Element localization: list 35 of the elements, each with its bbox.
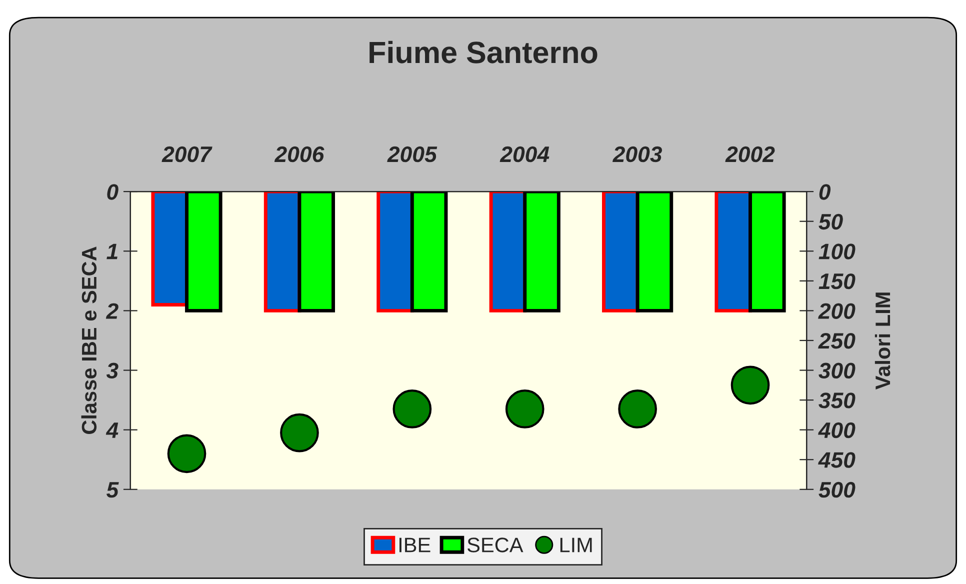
point <box>618 390 657 428</box>
legend-label: LIM <box>560 538 592 552</box>
y2-tick-label: 100 <box>818 244 856 260</box>
y2-tick-label: 250 <box>818 333 856 349</box>
y-tick-label: 1 <box>106 244 118 260</box>
point <box>730 366 770 405</box>
point <box>167 434 206 474</box>
x-tick-label: 2004 <box>500 146 550 162</box>
x-tick-label: 2006 <box>274 146 324 162</box>
y-tick-label: 3 <box>106 362 118 379</box>
y2-tick-label: 200 <box>818 303 856 319</box>
y2-tick-label: 400 <box>818 422 856 438</box>
legend-label: SECA <box>468 538 524 552</box>
y2-tick-label: 450 <box>818 452 856 468</box>
y-tick-label: 5 <box>106 482 119 498</box>
y-tick-label: 2 <box>106 303 118 319</box>
y2-axis-title: Valori LIM <box>874 292 890 390</box>
point <box>505 390 544 428</box>
legend-label: IBE <box>399 538 430 552</box>
y-tick-label: 0 <box>107 184 118 200</box>
point <box>392 390 432 428</box>
x-tick-label: 2007 <box>162 146 212 162</box>
y2-tick-label: 300 <box>818 362 856 379</box>
y2-tick-label: 500 <box>818 482 856 498</box>
y2-tick-label: 150 <box>818 273 856 290</box>
y2-tick-label: 350 <box>818 392 856 408</box>
point <box>280 413 319 452</box>
x-tick-label: 2003 <box>612 146 662 162</box>
x-tick-label: 2005 <box>387 146 438 162</box>
y-axis-title: Classe IBE e SECA <box>81 246 97 434</box>
y2-tick-label: 50 <box>818 214 843 230</box>
y-tick-label: 4 <box>106 422 118 438</box>
chart-title: Fiume Santerno <box>370 40 598 64</box>
x-tick-label: 2002 <box>725 146 775 162</box>
y2-tick-label: 0 <box>819 184 831 200</box>
